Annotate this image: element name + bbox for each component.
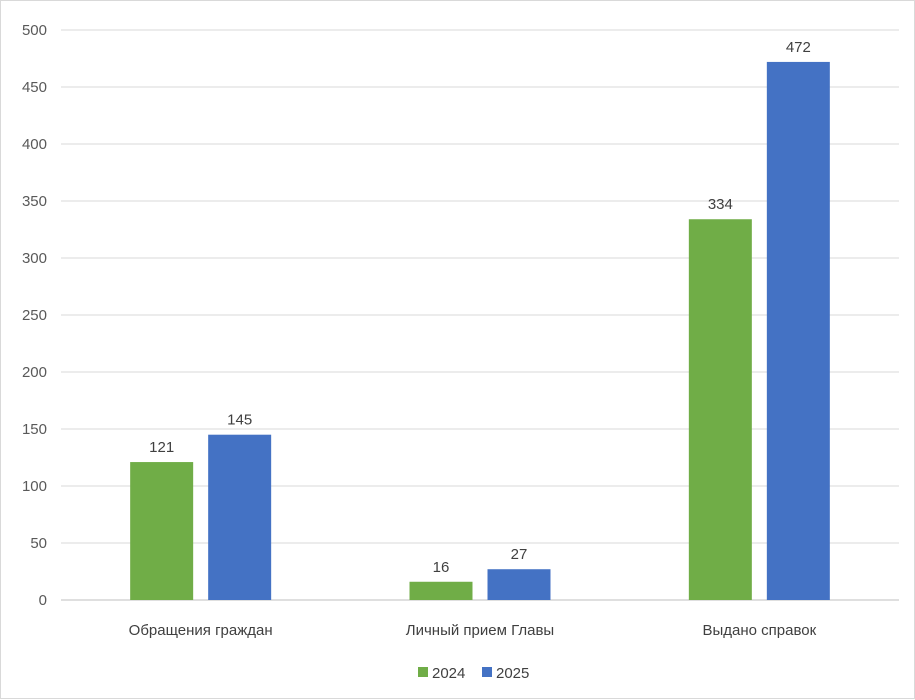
legend[interactable]: 2024 2025 [418,665,529,682]
y-tick-label: 350 [22,193,47,210]
data-label: 27 [511,546,528,563]
legend-swatch-2025 [482,667,492,677]
bar-2024-1[interactable] [409,581,473,600]
y-tick-label: 250 [22,307,47,324]
category-label: Обращения граждан [129,622,273,639]
y-tick-label: 450 [22,79,47,96]
y-tick-label: 400 [22,136,47,153]
y-tick-label: 50 [30,535,47,552]
category-label: Личный прием Главы [406,622,554,639]
x-axis-categories: Обращения граждан Личный прием Главы Выдан… [129,622,817,639]
category-label: Выдано справок [702,622,816,639]
legend-swatch-2024 [418,667,428,677]
bar-2024-2[interactable] [688,219,752,601]
bars [130,61,830,601]
y-tick-label: 500 [22,22,47,39]
bar-2024-0[interactable] [130,462,194,600]
y-tick-label: 300 [22,250,47,267]
data-label: 145 [227,412,252,429]
bar-2025-0[interactable] [208,434,272,600]
data-label: 16 [433,559,450,576]
data-label: 121 [149,439,174,456]
legend-label[interactable]: 2024 [432,665,465,682]
y-tick-label: 150 [22,421,47,438]
bar-2025-2[interactable] [766,61,830,601]
data-label: 334 [708,196,733,213]
bar-2025-1[interactable] [487,569,551,600]
y-tick-label: 200 [22,364,47,381]
data-label: 472 [786,39,811,56]
legend-label[interactable]: 2025 [496,665,529,682]
y-tick-label: 0 [39,592,47,609]
y-axis-ticks: 0 50 100 150 200 250 300 350 400 450 500 [22,22,47,609]
gridlines [61,29,899,601]
y-tick-label: 100 [22,478,47,495]
data-labels: 121 145 16 27 334 472 [149,39,811,576]
